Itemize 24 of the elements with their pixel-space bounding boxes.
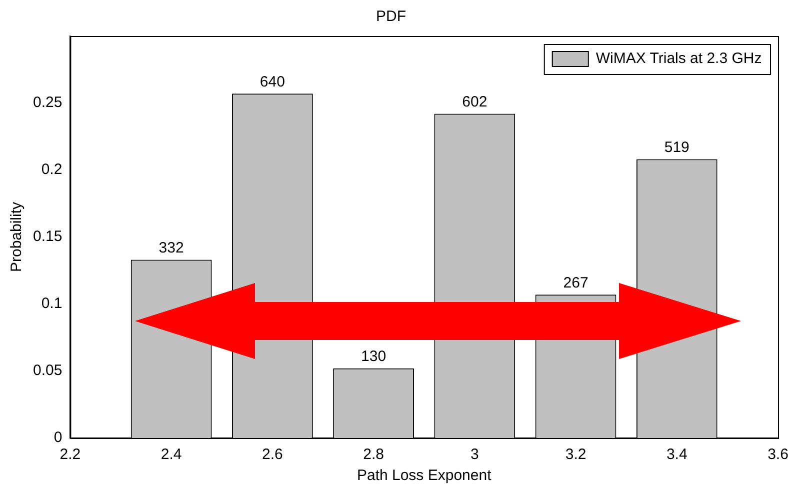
x-tick-label: 2.4 <box>160 446 182 464</box>
y-tick-label: 0.05 <box>32 362 62 380</box>
y-tick-label: 0.1 <box>41 295 62 312</box>
y-axis-title: Probability <box>8 201 26 272</box>
y-tick-label: 0 <box>54 429 62 446</box>
annotation: 267 <box>563 274 588 292</box>
x-tick-label: 3.4 <box>666 446 688 464</box>
y-tick-label: 0.25 <box>32 94 62 112</box>
y-tick-label: 0.15 <box>32 228 62 246</box>
chart-title: PDF <box>376 8 406 26</box>
annotation: 602 <box>462 93 488 110</box>
x-tick-label: 2.2 <box>60 446 81 464</box>
annotation: 332 <box>158 239 184 256</box>
x-tick-label: 2.8 <box>363 446 384 464</box>
x-tick-label: 3.6 <box>768 446 788 464</box>
annotation: 640 <box>260 73 285 90</box>
x-axis-title: Path Loss Exponent <box>356 467 492 484</box>
annotation: 519 <box>664 138 690 156</box>
y-tick-label: 0.2 <box>41 161 62 178</box>
legend-label: WiMAX Trials at 2.3 GHz <box>596 50 762 68</box>
x-tick-label: 3.2 <box>565 446 586 464</box>
x-tick-label: 2.6 <box>262 446 283 464</box>
annotation: 130 <box>361 348 386 365</box>
x-tick-label: 3 <box>470 446 479 464</box>
